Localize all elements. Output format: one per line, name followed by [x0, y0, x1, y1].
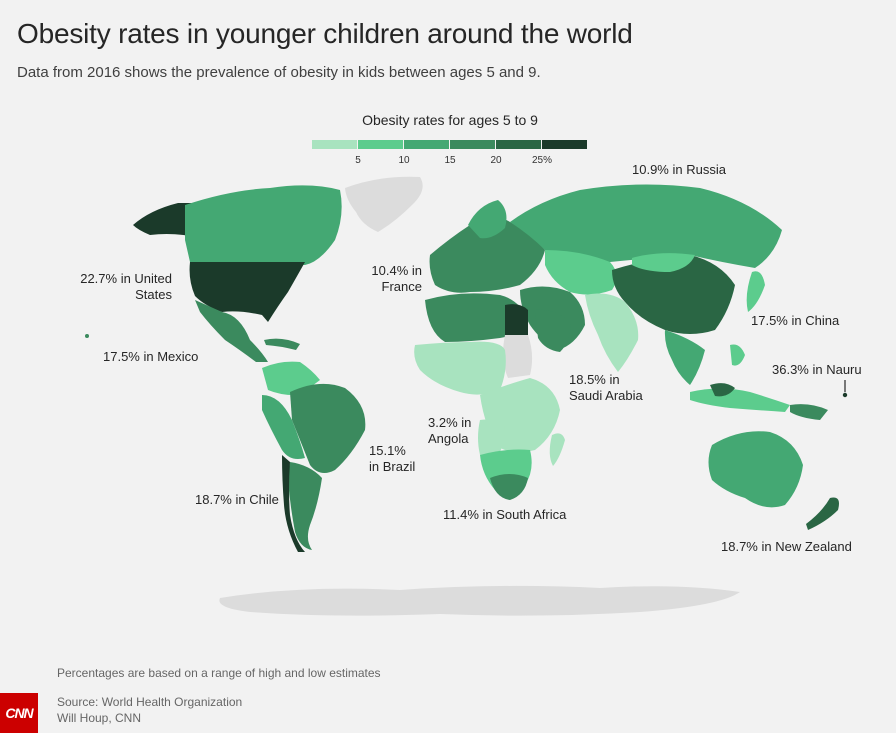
- cnn-logo[interactable]: CNN: [0, 693, 38, 733]
- legend-swatch-5-10: [358, 140, 403, 149]
- label-mexico: 17.5% in Mexico: [103, 349, 199, 364]
- legend-tick-5: 5: [355, 155, 361, 166]
- chart-subtitle: Data from 2016 shows the prevalence of o…: [17, 64, 541, 81]
- label-nauru: 36.3% in Nauru: [772, 362, 862, 377]
- label-france-line1: 10.4% in: [371, 263, 422, 278]
- source-credit: Source: World Health Organization Will H…: [57, 694, 242, 726]
- source-line: Source: World Health Organization: [57, 695, 243, 709]
- region-australia: [708, 431, 803, 508]
- label-russia: 10.9% in Russia: [632, 162, 726, 177]
- legend-tick-15: 15: [444, 155, 456, 166]
- region-russia: [510, 184, 782, 268]
- legend-tick-20: 20: [490, 155, 502, 166]
- label-brazil: 15.1% in Brazil: [369, 443, 415, 475]
- region-new-zealand: [806, 497, 839, 530]
- region-brazil: [290, 383, 366, 474]
- region-caribbean: [264, 338, 300, 350]
- region-antarctica: [219, 585, 740, 616]
- region-north-africa: [425, 293, 528, 342]
- region-egypt: [505, 304, 528, 335]
- region-nauru: [842, 392, 848, 398]
- region-india: [585, 293, 639, 372]
- label-saudi-arabia-line1: 18.5% in: [569, 372, 620, 387]
- region-greenland: [345, 176, 423, 232]
- region-europe: [429, 216, 545, 293]
- region-peru-bolivia: [262, 395, 305, 459]
- label-united-states-line2: States: [135, 287, 172, 302]
- region-hawaii: [85, 334, 89, 338]
- label-china: 17.5% in China: [751, 313, 840, 328]
- region-united-states: [189, 262, 305, 322]
- region-canada: [185, 185, 342, 265]
- region-scandinavia: [468, 200, 507, 239]
- region-malaysia: [710, 383, 735, 397]
- region-angola: [478, 419, 505, 455]
- label-angola-line2: Angola: [428, 431, 469, 446]
- legend-swatch-20-25: [496, 140, 541, 149]
- legend-swatch-10-15: [404, 140, 449, 149]
- legend-swatch-15-20: [450, 140, 495, 149]
- label-saudi-arabia: 18.5% in Saudi Arabia: [569, 372, 643, 404]
- label-brazil-line1: 15.1%: [369, 443, 406, 458]
- label-france: 10.4% in France: [355, 263, 422, 295]
- author-line: Will Houp, CNN: [57, 711, 142, 725]
- label-united-states-line1: 22.7% in United: [80, 271, 172, 286]
- region-mongolia: [632, 253, 695, 272]
- region-japan: [746, 271, 765, 312]
- label-united-states: 22.7% in United States: [60, 271, 172, 303]
- legend-tick-10: 10: [398, 155, 410, 166]
- region-chile: [282, 455, 305, 552]
- region-madagascar: [549, 433, 565, 466]
- legend-color-scale: [312, 140, 588, 149]
- legend-swatch-0-5: [312, 140, 357, 149]
- region-sudan: [503, 335, 533, 378]
- label-new-zealand: 18.7% in New Zealand: [721, 539, 852, 554]
- chart-title: Obesity rates in younger children around…: [17, 18, 633, 49]
- legend-title: Obesity rates for ages 5 to 9: [362, 112, 538, 128]
- region-philippines: [730, 344, 745, 366]
- region-indonesia: [690, 388, 790, 412]
- region-china: [612, 255, 735, 334]
- region-central-asia: [545, 250, 617, 295]
- label-south-africa: 11.4% in South Africa: [443, 507, 567, 522]
- footnote: Percentages are based on a range of high…: [57, 666, 381, 680]
- region-west-africa: [414, 341, 506, 395]
- region-mexico: [195, 300, 268, 362]
- legend-swatch-25-plus: [542, 140, 587, 149]
- label-chile: 18.7% in Chile: [195, 492, 279, 507]
- region-saudi-arabia: [535, 309, 571, 352]
- label-brazil-line2: in Brazil: [369, 459, 416, 474]
- label-saudi-arabia-line2: Saudi Arabia: [569, 388, 643, 403]
- region-south-africa: [490, 474, 528, 500]
- region-papua-new-guinea: [790, 404, 828, 420]
- region-argentina: [288, 462, 322, 550]
- label-angola-line1: 3.2% in: [428, 415, 472, 430]
- label-france-line2: France: [381, 279, 422, 294]
- legend-tick-25: 25%: [531, 155, 553, 166]
- label-angola: 3.2% in Angola: [428, 415, 471, 447]
- region-southeast-asia: [664, 330, 705, 385]
